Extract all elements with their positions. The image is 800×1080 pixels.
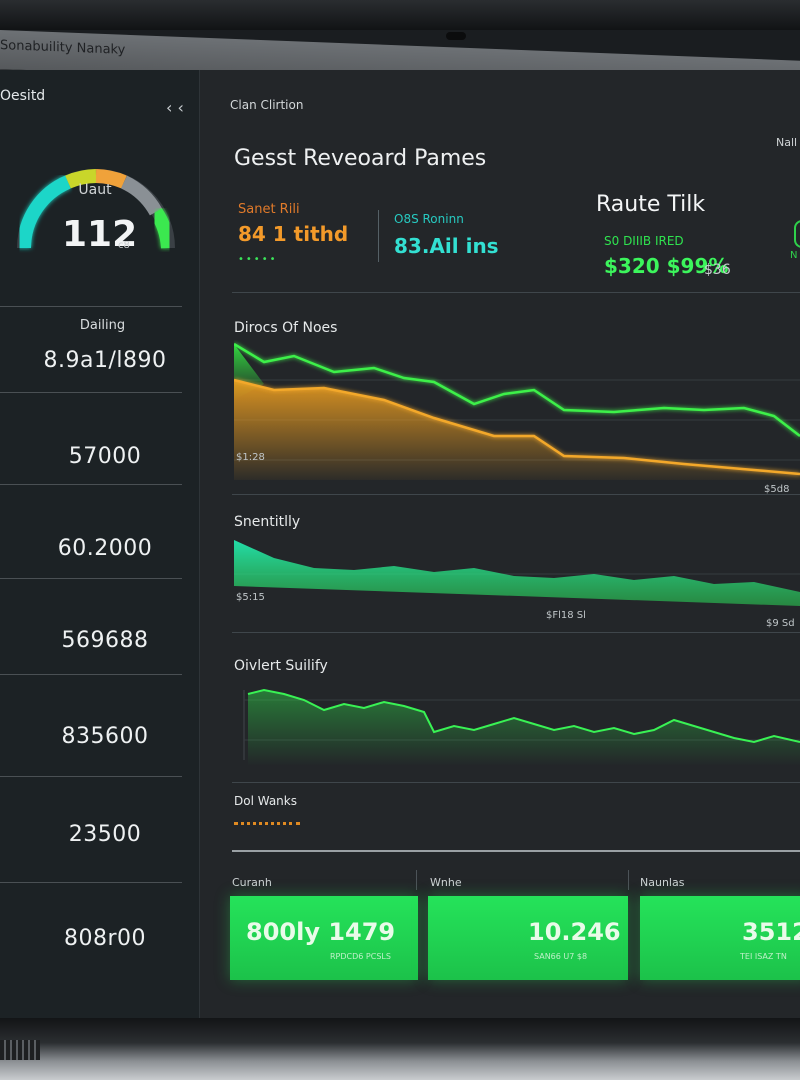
column-separator bbox=[416, 870, 417, 890]
kpi-b-value: 83.Ail ins bbox=[394, 234, 499, 258]
edge-tag: N bbox=[790, 250, 798, 261]
hero-title: Gesst Reveoard Pames bbox=[234, 146, 487, 171]
summary-card-1-value: 800ly 1479 bbox=[246, 918, 396, 946]
summary-card-2-caption: SAN66 U7 $8 bbox=[534, 952, 588, 961]
gauge-unit: c8 bbox=[118, 240, 130, 251]
chart-2-axis-left: $5:15 bbox=[236, 592, 265, 603]
chart-1-green-line bbox=[234, 342, 800, 437]
chart-1-orange-line bbox=[234, 378, 800, 476]
summary-card-3-value: 3512 bbox=[742, 918, 800, 946]
column-separator bbox=[628, 870, 629, 890]
kpi-b-label: O8S Roninn bbox=[394, 212, 464, 226]
gauge-segment-grey bbox=[120, 175, 163, 216]
chart-3 bbox=[243, 688, 800, 766]
chart-2-area bbox=[234, 540, 800, 606]
sidebar-divider bbox=[0, 578, 182, 579]
sidebar-divider bbox=[0, 392, 182, 393]
sidebar-sub-label: Dailing bbox=[79, 318, 126, 333]
summary-card-2[interactable]: 10.246 SAN66 U7 $8 bbox=[428, 896, 628, 980]
gauge-segment-orange bbox=[95, 169, 127, 189]
laptop-bottom-bezel bbox=[0, 1018, 800, 1080]
kpi-c-side: $36 bbox=[704, 262, 731, 278]
chart-2 bbox=[234, 540, 800, 606]
section-divider bbox=[232, 782, 800, 783]
hinge-vent-icon bbox=[0, 1040, 40, 1060]
camera-icon bbox=[446, 32, 466, 40]
chart-1-axis-right: $5d8 bbox=[764, 484, 790, 495]
sidebar-metric[interactable]: 60.2000 bbox=[57, 536, 153, 561]
kpi-separator bbox=[378, 210, 379, 262]
sidebar: Oesitd ‹ ‹ Uaut 112 c8 Dailing 8.9a1/l89… bbox=[0, 70, 200, 1020]
section-divider bbox=[232, 632, 800, 633]
chart-3-title: Oivlert Suilify bbox=[234, 658, 328, 674]
chart-2-axis-right: $9 Sd bbox=[766, 618, 795, 629]
gauge-chart bbox=[17, 169, 175, 249]
gauge-segment-green bbox=[150, 208, 175, 249]
summary-card-3[interactable]: 3512 TEI ISAZ TN bbox=[640, 896, 800, 980]
section-label: Dol Wanks bbox=[234, 794, 297, 808]
sidebar-divider bbox=[0, 674, 182, 675]
corner-label: Nall bbox=[776, 136, 798, 149]
progress-dots bbox=[234, 822, 300, 825]
sidebar-title: Oesitd bbox=[0, 88, 46, 104]
gauge-segment-yellow bbox=[65, 169, 97, 189]
kpi-c-value: $320 $99% bbox=[604, 254, 729, 278]
sidebar-metric[interactable]: 808r00 bbox=[63, 926, 147, 951]
sidebar-divider bbox=[0, 776, 182, 777]
summary-card-3-caption: TEI ISAZ TN bbox=[740, 952, 787, 961]
chart-3-area bbox=[248, 690, 800, 766]
gauge-value: 112 bbox=[62, 214, 138, 255]
section-divider bbox=[232, 494, 800, 495]
summary-card-2-value: 10.246 bbox=[528, 918, 621, 946]
chevron-double-left-icon[interactable]: ‹ ‹ bbox=[166, 98, 184, 117]
sidebar-metric[interactable]: 8.9a1/l890 bbox=[43, 348, 167, 373]
sidebar-metric[interactable]: 569688 bbox=[61, 628, 149, 653]
chart-2-title: Snentitlly bbox=[234, 514, 301, 530]
section-divider bbox=[232, 292, 800, 293]
chart-1-title: Dirocs Of Noes bbox=[234, 320, 338, 336]
sidebar-metric[interactable]: 23500 bbox=[68, 822, 142, 847]
chart-2-axis-mid: $Fl18 Sl bbox=[546, 610, 586, 621]
gauge-label: Uaut bbox=[78, 182, 112, 198]
kpi-a-label: Sanet Rili bbox=[238, 202, 300, 217]
chart-3-line bbox=[247, 688, 800, 744]
main-header: Clan Clirtion bbox=[230, 98, 304, 112]
gauge-segment-teal bbox=[17, 175, 71, 249]
chart-1 bbox=[234, 342, 800, 480]
summary-card-1-caption: RPDCD6 PCSLS bbox=[330, 952, 391, 961]
sidebar-metric[interactable]: 57000 bbox=[68, 444, 142, 469]
sidebar-divider bbox=[0, 882, 182, 883]
summary-label-1: Curanh bbox=[232, 876, 272, 889]
sidebar-divider bbox=[0, 484, 182, 485]
route-title: Raute Tilk bbox=[596, 192, 706, 217]
chart-1-orange-area bbox=[234, 380, 800, 480]
summary-label-3: Naunlas bbox=[640, 876, 685, 889]
window-title: Sonabuility Nanaky bbox=[0, 38, 126, 58]
sidebar-divider bbox=[0, 306, 182, 307]
kpi-c-label: S0 DIIIB IRED bbox=[604, 234, 684, 248]
kpi-a-dots: ••••• bbox=[238, 254, 278, 265]
summary-divider bbox=[232, 850, 800, 852]
summary-card-1[interactable]: 800ly 1479 RPDCD6 PCSLS bbox=[230, 896, 418, 980]
main-panel: Clan Clirtion Nall Gesst Reveoard Pames … bbox=[210, 70, 800, 1020]
sidebar-metric[interactable]: 835600 bbox=[61, 724, 149, 749]
summary-label-2: Wnhe bbox=[430, 876, 462, 889]
kpi-a-value: 84 1 tithd bbox=[238, 222, 349, 246]
toggle-icon[interactable] bbox=[794, 220, 800, 248]
chart-1-axis-left: $1:28 bbox=[236, 452, 265, 463]
laptop-top-bezel bbox=[0, 0, 800, 40]
